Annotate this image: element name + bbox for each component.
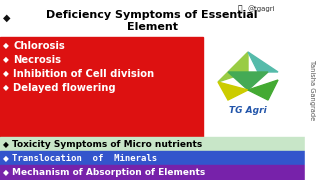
Text: ◆: ◆ xyxy=(3,41,9,50)
Text: Delayed flowering: Delayed flowering xyxy=(13,83,116,93)
Bar xyxy=(0,151,305,165)
Text: ◆: ◆ xyxy=(3,69,9,78)
Text: Element: Element xyxy=(126,22,178,32)
Bar xyxy=(0,165,305,180)
Text: Tanisha Gangrade: Tanisha Gangrade xyxy=(309,60,315,120)
Text: Chlorosis: Chlorosis xyxy=(13,41,65,51)
Bar xyxy=(0,137,305,151)
Polygon shape xyxy=(218,52,248,82)
Text: ◆: ◆ xyxy=(3,168,9,177)
Text: Deficiency Symptoms of Essential: Deficiency Symptoms of Essential xyxy=(46,10,258,20)
Text: ◆: ◆ xyxy=(3,13,11,23)
Text: Necrosis: Necrosis xyxy=(13,55,61,65)
Text: Toxicity Symptoms of Micro nutrients: Toxicity Symptoms of Micro nutrients xyxy=(12,140,202,149)
Text: 📷: 📷 xyxy=(238,4,243,13)
Text: ◆: ◆ xyxy=(3,154,9,163)
Text: Inhibition of Cell division: Inhibition of Cell division xyxy=(13,69,154,79)
Bar xyxy=(305,37,320,180)
Text: TG Agri: TG Agri xyxy=(229,106,267,115)
Bar xyxy=(0,0,305,37)
Polygon shape xyxy=(228,72,268,90)
Text: @tgagri: @tgagri xyxy=(248,5,276,12)
Text: ◆: ◆ xyxy=(3,140,9,149)
Polygon shape xyxy=(218,82,248,100)
Polygon shape xyxy=(248,52,278,72)
Bar xyxy=(0,37,203,137)
Text: ◆: ◆ xyxy=(3,83,9,92)
Polygon shape xyxy=(248,80,278,100)
Text: Translocation  of  Minerals: Translocation of Minerals xyxy=(12,154,157,163)
Text: Mechanism of Absorption of Elements: Mechanism of Absorption of Elements xyxy=(12,168,205,177)
Text: ◆: ◆ xyxy=(3,55,9,64)
